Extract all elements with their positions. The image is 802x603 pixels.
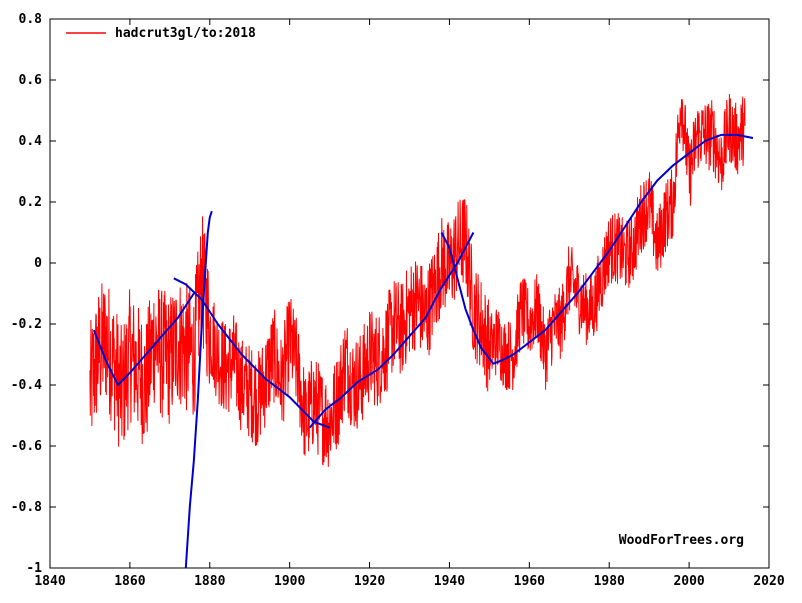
x-tick-label: 1880 xyxy=(194,574,225,589)
trend-line xyxy=(184,210,213,569)
x-tick-label: 1980 xyxy=(594,574,625,589)
credit-watermark: WoodForTrees.org xyxy=(618,533,744,548)
x-tick-label: 1900 xyxy=(274,574,305,589)
y-tick-label: 0.2 xyxy=(19,195,42,210)
x-tick-label: 2020 xyxy=(753,574,784,589)
trend-line xyxy=(440,232,563,365)
y-axis: -1 -0.8 -0.6 -0.4 -0.2 0 0.2 0.4 0.6 0.8 xyxy=(11,12,769,576)
x-tick-label: 1840 xyxy=(34,574,65,589)
y-tick-label: 0.6 xyxy=(19,73,43,88)
y-tick-label: -0.2 xyxy=(11,317,42,332)
y-tick-label: -0.6 xyxy=(11,439,42,454)
temperature-line xyxy=(89,93,746,467)
trend-series xyxy=(92,133,754,569)
x-tick-label: 1960 xyxy=(514,574,545,589)
x-tick-label: 1940 xyxy=(434,574,465,589)
x-tick-label: 1860 xyxy=(114,574,145,589)
legend-label: hadcrut3gl/to:2018 xyxy=(115,26,256,41)
y-tick-label: 0 xyxy=(34,256,42,271)
trend-line xyxy=(92,292,195,386)
x-axis: 1840 1860 1880 1900 1920 1940 1960 1980 2000 2020 xyxy=(34,19,785,589)
y-tick-label: 0.4 xyxy=(19,134,43,149)
x-tick-label: 1920 xyxy=(354,574,385,589)
x-tick-label: 2000 xyxy=(673,574,704,589)
y-tick-label: -0.8 xyxy=(11,500,42,515)
y-tick-label: -0.4 xyxy=(11,378,42,393)
trend-line xyxy=(308,232,475,429)
legend: hadcrut3gl/to:2018 xyxy=(66,26,256,41)
trend-line xyxy=(173,277,330,429)
trend-line xyxy=(560,133,754,313)
y-tick-label: -1 xyxy=(26,561,42,576)
temperature-series xyxy=(89,93,746,467)
y-tick-label: 0.8 xyxy=(19,12,43,27)
